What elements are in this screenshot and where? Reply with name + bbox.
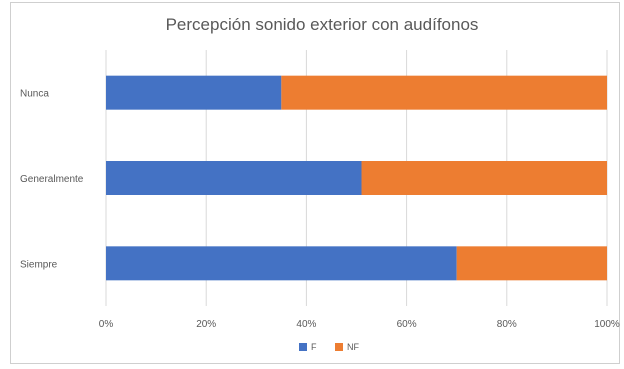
legend-label: NF [347, 342, 359, 352]
bar-nf-siempre [456, 246, 607, 281]
legend-swatch [299, 343, 307, 351]
bar-nf-nunca [281, 75, 607, 110]
x-tick-label: 80% [497, 319, 517, 330]
legend-label: F [311, 342, 317, 352]
legend: F NF [299, 342, 359, 352]
x-axis-ticks: 0% 20% 40% 60% 80% 100% [99, 319, 620, 330]
category-label: Generalmente [20, 174, 84, 185]
bar-nf-generalmente [361, 161, 607, 195]
bar-f-generalmente [106, 161, 362, 195]
legend-swatch [335, 343, 343, 351]
x-tick-label: 60% [397, 319, 417, 330]
x-tick-label: 40% [296, 319, 316, 330]
category-labels: Nunca Generalmente Siempre [20, 89, 84, 271]
bar-f-siempre [106, 246, 457, 281]
x-tick-label: 0% [99, 319, 114, 330]
x-tick-label: 20% [196, 319, 216, 330]
chart-title: Percepción sonido exterior con audífonos [166, 15, 479, 34]
x-tick-label: 100% [594, 319, 620, 330]
category-label: Siempre [20, 259, 58, 270]
category-label: Nunca [20, 89, 49, 100]
bar-f-nunca [106, 75, 282, 110]
bars [106, 75, 607, 281]
